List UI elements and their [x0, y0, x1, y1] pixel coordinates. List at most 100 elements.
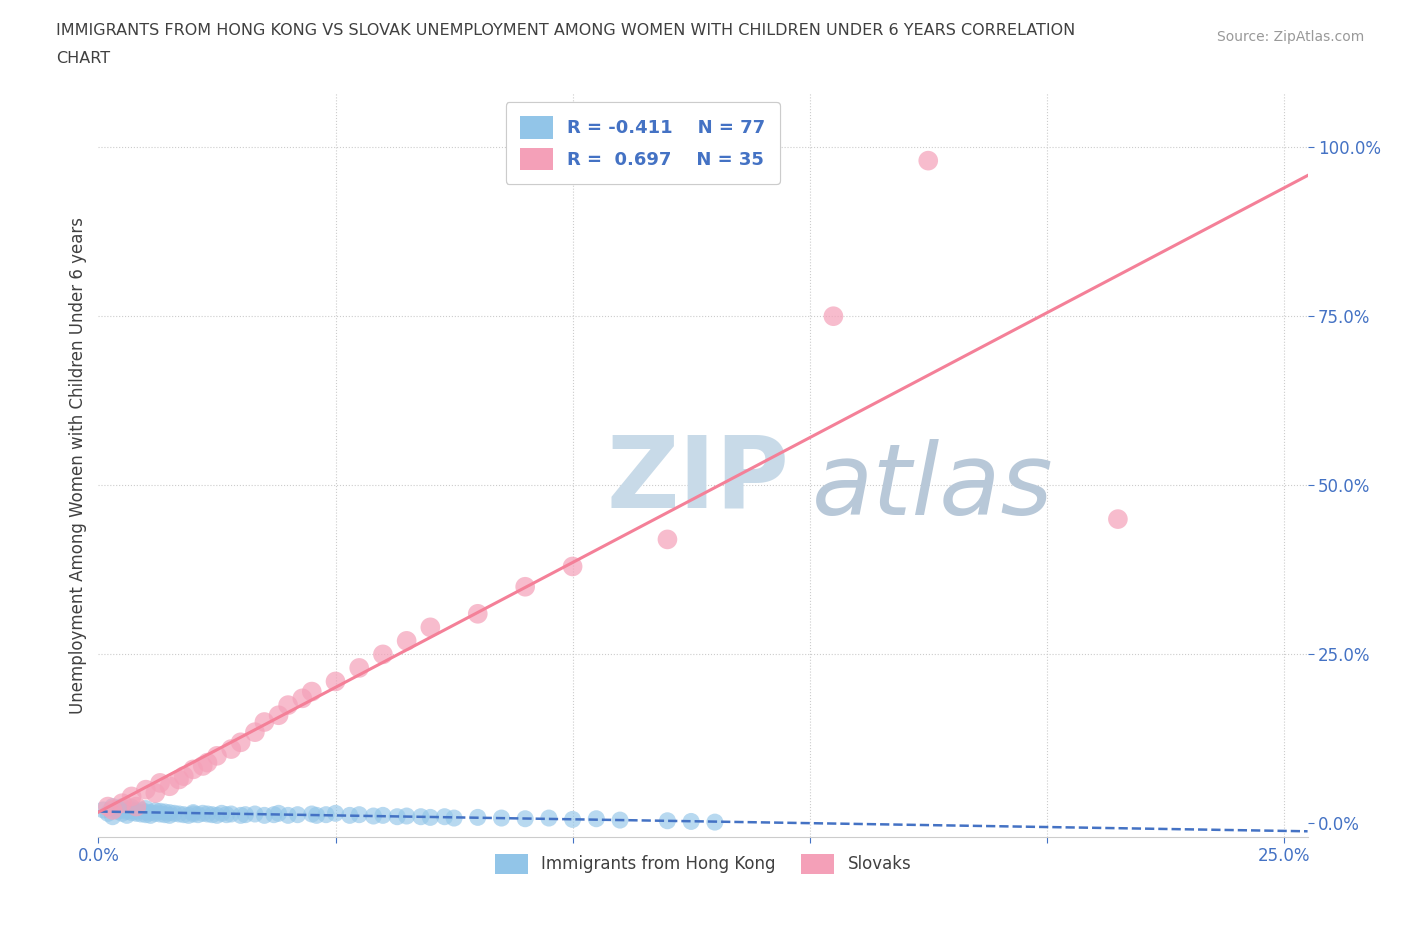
Point [167, 772, 190, 787]
Point [97, 806, 120, 821]
Point [125, 804, 148, 818]
Text: CHART: CHART [56, 51, 110, 66]
Point [211, 806, 233, 821]
Point [219, 741, 242, 756]
Point [491, 811, 513, 826]
Point [657, 814, 679, 829]
Point [467, 810, 489, 825]
Point [253, 808, 276, 823]
Point [267, 708, 290, 723]
Point [143, 806, 166, 821]
Point [315, 807, 337, 822]
Point [229, 808, 252, 823]
Point [301, 684, 323, 699]
Point [163, 806, 186, 821]
Point [121, 800, 143, 815]
Text: atlas: atlas [811, 439, 1053, 536]
Point [467, 606, 489, 621]
Point [371, 647, 394, 662]
Point [1107, 512, 1129, 526]
Point [325, 674, 347, 689]
Point [395, 633, 418, 648]
Text: IMMIGRANTS FROM HONG KONG VS SLOVAK UNEMPLOYMENT AMONG WOMEN WITH CHILDREN UNDER: IMMIGRANTS FROM HONG KONG VS SLOVAK UNEM… [56, 23, 1076, 38]
Point [301, 806, 323, 821]
Point [181, 805, 204, 820]
Point [153, 807, 176, 822]
Point [515, 811, 537, 826]
Point [153, 804, 176, 819]
Point [201, 807, 224, 822]
Point [277, 698, 299, 712]
Point [143, 804, 166, 818]
Point [235, 807, 257, 822]
Point [339, 808, 361, 823]
Point [433, 809, 456, 824]
Point [149, 776, 172, 790]
Point [187, 807, 209, 822]
Point [135, 804, 157, 819]
Point [409, 809, 432, 824]
Point [267, 806, 290, 821]
Point [205, 808, 228, 823]
Point [115, 808, 138, 823]
Point [135, 807, 157, 822]
Point [181, 762, 204, 777]
Point [395, 808, 418, 823]
Point [371, 808, 394, 823]
Point [111, 806, 134, 821]
Point [121, 805, 143, 820]
Point [111, 796, 134, 811]
Point [419, 620, 441, 635]
Point [101, 803, 124, 817]
Point [229, 735, 252, 750]
Point [515, 579, 537, 594]
Point [215, 807, 238, 822]
Point [197, 806, 219, 821]
Point [243, 806, 266, 821]
Point [105, 801, 128, 816]
Point [363, 808, 385, 823]
Point [419, 810, 441, 825]
Point [443, 811, 465, 826]
Point [191, 806, 214, 821]
Point [173, 807, 195, 822]
Point [149, 806, 172, 821]
Point [181, 806, 204, 821]
Point [121, 789, 143, 804]
Point [287, 807, 309, 822]
Point [243, 724, 266, 739]
Point [143, 786, 166, 801]
Point [561, 559, 583, 574]
Legend: R = -0.411    N = 77, R =  0.697    N = 35: R = -0.411 N = 77, R = 0.697 N = 35 [506, 102, 779, 184]
Point [91, 803, 114, 817]
Point [291, 691, 314, 706]
Point [277, 808, 299, 823]
Y-axis label: Unemployment Among Women with Children Under 6 years: Unemployment Among Women with Children U… [69, 217, 87, 713]
Point [101, 809, 124, 824]
Point [305, 808, 328, 823]
Point [561, 812, 583, 827]
Point [159, 808, 181, 823]
Point [97, 799, 120, 814]
Point [219, 806, 242, 821]
Point [917, 153, 939, 168]
Point [823, 309, 845, 324]
Point [703, 815, 725, 830]
Point [253, 714, 276, 729]
Point [167, 806, 190, 821]
Point [105, 804, 128, 818]
Text: ZIP: ZIP [606, 432, 789, 528]
Point [325, 806, 347, 821]
Point [135, 801, 157, 816]
Point [125, 799, 148, 814]
Point [135, 782, 157, 797]
Point [385, 809, 408, 824]
Point [681, 814, 703, 829]
Point [347, 807, 370, 822]
Point [191, 759, 214, 774]
Point [177, 808, 200, 823]
Point [537, 811, 560, 826]
Point [111, 803, 134, 817]
Point [585, 811, 607, 826]
Point [197, 755, 219, 770]
